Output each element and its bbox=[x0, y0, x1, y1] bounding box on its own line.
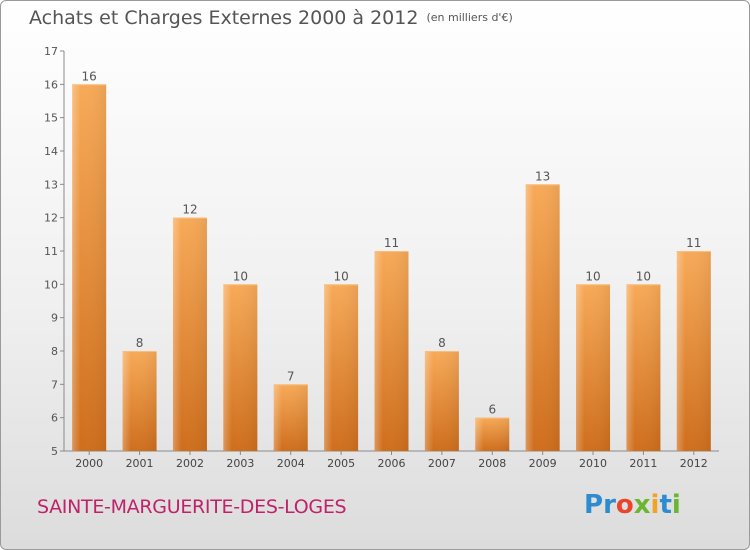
y-tick-label: 15 bbox=[44, 112, 58, 125]
bar-sheen-2005 bbox=[324, 284, 359, 451]
bar-sheen-2001 bbox=[122, 351, 157, 451]
y-tick-label: 7 bbox=[51, 378, 58, 391]
logo-letter: r bbox=[603, 490, 616, 520]
data-label: 12 bbox=[182, 203, 197, 217]
y-tick-label: 17 bbox=[44, 45, 58, 58]
x-tick-label: 2010 bbox=[579, 457, 607, 470]
x-tick-label: 2001 bbox=[126, 457, 154, 470]
y-tick-label: 11 bbox=[44, 245, 58, 258]
bar-sheen-2009 bbox=[525, 184, 560, 452]
y-tick-label: 8 bbox=[51, 345, 58, 358]
data-label: 11 bbox=[384, 236, 399, 250]
y-tick-label: 13 bbox=[44, 178, 58, 191]
logo-letter: o bbox=[615, 490, 634, 520]
x-tick-label: 2006 bbox=[378, 457, 406, 470]
logo-letter: i bbox=[671, 490, 681, 520]
logo-letter: i bbox=[650, 490, 660, 520]
commune-name: SAINTE-MARGUERITE-DES-LOGES bbox=[37, 496, 347, 518]
chart-title: Achats et Charges Externes 2000 à 2012 (e… bbox=[29, 7, 513, 29]
data-label: 16 bbox=[82, 69, 97, 83]
proxiti-logo: Proxiti bbox=[584, 490, 681, 520]
bar-sheen-2010 bbox=[576, 284, 611, 451]
y-tick-label: 5 bbox=[51, 445, 58, 458]
data-label: 8 bbox=[438, 336, 446, 350]
x-tick-label: 2002 bbox=[176, 457, 204, 470]
bar-sheen-2011 bbox=[626, 284, 661, 451]
data-label: 10 bbox=[585, 269, 600, 283]
bar-sheen-2000 bbox=[72, 84, 107, 451]
data-label: 10 bbox=[233, 269, 248, 283]
chart-data-labels: 16 8 12 10 7 10 11 8 6 13 10 10 11 bbox=[82, 69, 702, 416]
y-tick-label: 14 bbox=[44, 145, 58, 158]
bar-sheen-2008 bbox=[475, 417, 510, 451]
bar-sheen-2012 bbox=[676, 251, 711, 451]
y-tick-label: 9 bbox=[51, 312, 58, 325]
data-label: 8 bbox=[136, 336, 144, 350]
y-tick-label: 10 bbox=[44, 278, 58, 291]
x-tick-label: 2004 bbox=[277, 457, 305, 470]
logo-letter: t bbox=[659, 490, 672, 520]
data-label: 7 bbox=[287, 369, 295, 383]
x-tick-label: 2003 bbox=[226, 457, 254, 470]
x-tick-label: 2005 bbox=[327, 457, 355, 470]
chart-bars bbox=[72, 84, 711, 452]
x-tick-label: 2009 bbox=[529, 457, 557, 470]
data-label: 13 bbox=[535, 169, 550, 183]
bar-sheen-2006 bbox=[374, 251, 409, 451]
logo-letter: x bbox=[633, 490, 651, 520]
logo-letter: P bbox=[584, 490, 604, 520]
data-label: 10 bbox=[333, 269, 348, 283]
bar-sheen-2007 bbox=[424, 351, 459, 451]
data-label: 10 bbox=[636, 269, 651, 283]
x-tick-label: 2008 bbox=[478, 457, 506, 470]
x-tick-label: 2012 bbox=[680, 457, 708, 470]
bar-sheen-2002 bbox=[172, 217, 207, 451]
x-tick-label: 2007 bbox=[428, 457, 456, 470]
chart-unit: (en milliers d'€) bbox=[426, 11, 513, 24]
bar-sheen-2003 bbox=[223, 284, 258, 451]
y-tick-label: 16 bbox=[44, 78, 58, 91]
y-tick-label: 6 bbox=[51, 412, 58, 425]
x-tick-label: 2000 bbox=[75, 457, 103, 470]
y-tick-label: 12 bbox=[44, 212, 58, 225]
x-tick-label: 2011 bbox=[629, 457, 657, 470]
chart-title-text: Achats et Charges Externes 2000 à 2012 bbox=[29, 7, 419, 29]
bar-sheen-2004 bbox=[273, 384, 308, 451]
data-label: 11 bbox=[686, 236, 701, 250]
data-label: 6 bbox=[488, 403, 496, 417]
